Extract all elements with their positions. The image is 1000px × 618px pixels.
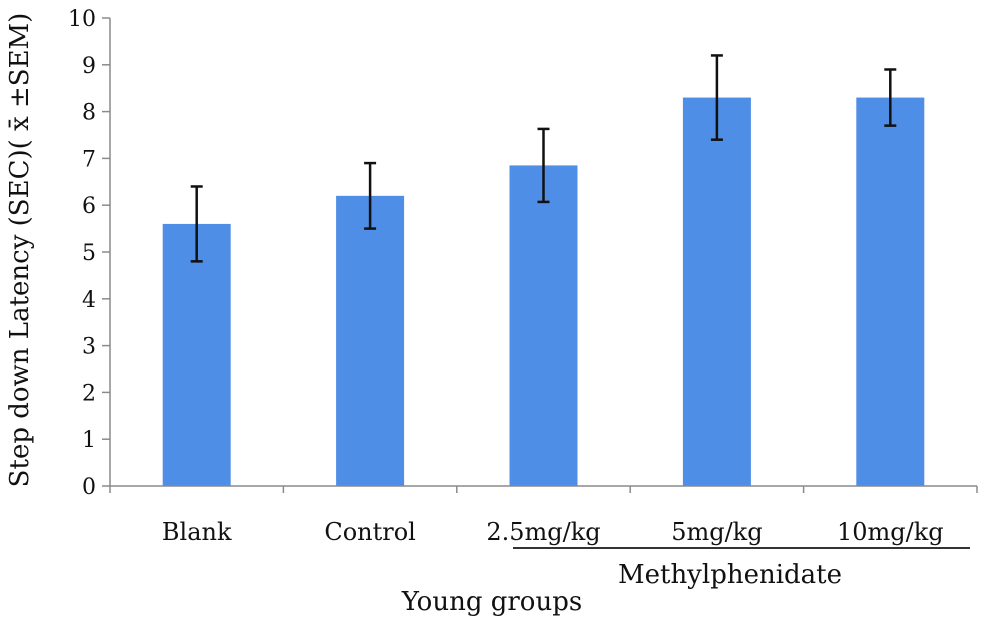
axes-layer	[102, 17, 978, 493]
x-axis-title: Young groups	[401, 587, 582, 617]
x-category-label: Blank	[162, 518, 232, 546]
y-tick-label: 10	[68, 7, 96, 32]
x-category-label: Control	[324, 518, 416, 546]
y-tick-label: 2	[82, 381, 96, 406]
y-tick-label: 8	[82, 101, 96, 126]
y-tick-label: 6	[82, 194, 96, 219]
bar	[509, 165, 578, 487]
bars-layer	[162, 97, 925, 487]
bar	[856, 97, 925, 486]
bar	[682, 97, 751, 486]
y-axis-title: Step down Latency (SEC)( x̄ ±SEM)	[5, 13, 35, 488]
y-tick-label: 4	[82, 288, 96, 313]
y-tick-label: 9	[82, 54, 96, 79]
x-category-label: 10mg/kg	[837, 518, 944, 546]
y-tick-label: 1	[82, 428, 96, 453]
error-bars-layer	[190, 54, 897, 263]
bar	[162, 223, 231, 487]
x-category-label: 5mg/kg	[671, 518, 762, 546]
y-tick-label: 7	[82, 147, 96, 172]
methylphenidate-group-label: Methylphenidate	[618, 560, 842, 590]
x-category-label: 2.5mg/kg	[486, 518, 600, 546]
y-tick-label: 3	[82, 335, 96, 360]
y-tick-label: 5	[82, 241, 96, 266]
labels-layer: 0 1 2 3 4 5 6 7 8 9 10 Blank Control 2.5mg/kg 5mg/kg 10…	[68, 7, 944, 546]
bar	[336, 195, 405, 486]
y-tick-label: 0	[82, 475, 96, 500]
